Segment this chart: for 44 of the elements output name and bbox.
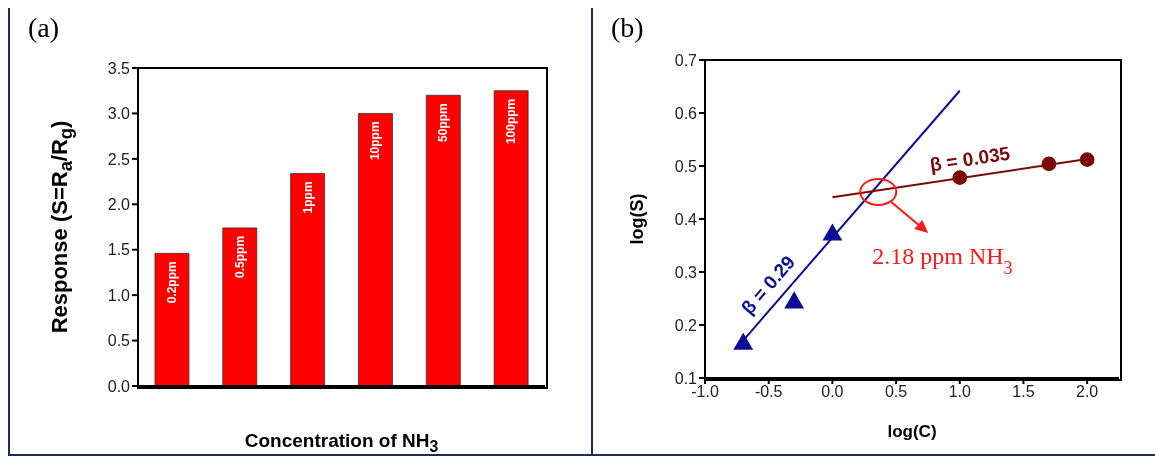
category-label: 1ppm <box>300 181 315 214</box>
annotation: 2.18 ppm NH$_{3}$ <box>872 242 1013 278</box>
y-tick-label: 0.6 <box>674 104 698 122</box>
point <box>1041 156 1057 172</box>
bar <box>493 90 529 386</box>
annotation: β = 0.035 <box>928 142 1012 175</box>
point <box>822 223 843 241</box>
chart-title: (b) <box>611 12 644 44</box>
category-label: 0.5ppm <box>232 235 247 278</box>
chart-title: (a) <box>28 12 60 44</box>
x-axis-title: log(C) <box>887 422 937 442</box>
x-axis-title: Concentration of NH$_{3}$ <box>244 430 439 456</box>
x-tick-label: -0.5 <box>754 383 783 401</box>
category-label: 100ppm <box>504 98 519 145</box>
point <box>733 332 754 350</box>
y-tick-label: 1.5 <box>107 241 131 259</box>
point <box>952 170 968 185</box>
y-tick-label: 3.5 <box>107 59 131 77</box>
bar <box>154 252 190 386</box>
y-tick-label: 0.7 <box>674 51 698 69</box>
point <box>1079 152 1095 167</box>
y-tick-label: 1.0 <box>107 286 131 304</box>
category-label: 10ppm <box>368 121 383 161</box>
point <box>784 291 805 309</box>
y-tick-label: 0.2 <box>674 316 698 334</box>
bar <box>222 227 258 386</box>
y-tick-label: 0.4 <box>674 210 698 228</box>
bar <box>290 172 326 386</box>
bar <box>425 94 461 386</box>
y-tick-label: 0.3 <box>674 263 698 281</box>
y-tick-label: 2.5 <box>107 150 131 168</box>
x-tick-label: 0.5 <box>884 383 908 401</box>
category-label: 50ppm <box>436 103 451 142</box>
y-tick-label: 0.5 <box>107 332 131 350</box>
bar <box>358 113 393 386</box>
x-tick-label: 0.0 <box>821 383 844 401</box>
y-tick-label: 2.0 <box>107 195 131 213</box>
x-tick-label: 2.0 <box>1076 383 1099 401</box>
y-tick-label: 0.5 <box>674 157 698 175</box>
x-tick-label: 1.0 <box>948 383 971 401</box>
y-tick-label: 3.0 <box>107 105 131 123</box>
x-tick-label: 1.5 <box>1012 383 1035 401</box>
category-label: 0.2ppm <box>164 261 179 304</box>
y-axis-title: log(S) <box>626 193 648 245</box>
